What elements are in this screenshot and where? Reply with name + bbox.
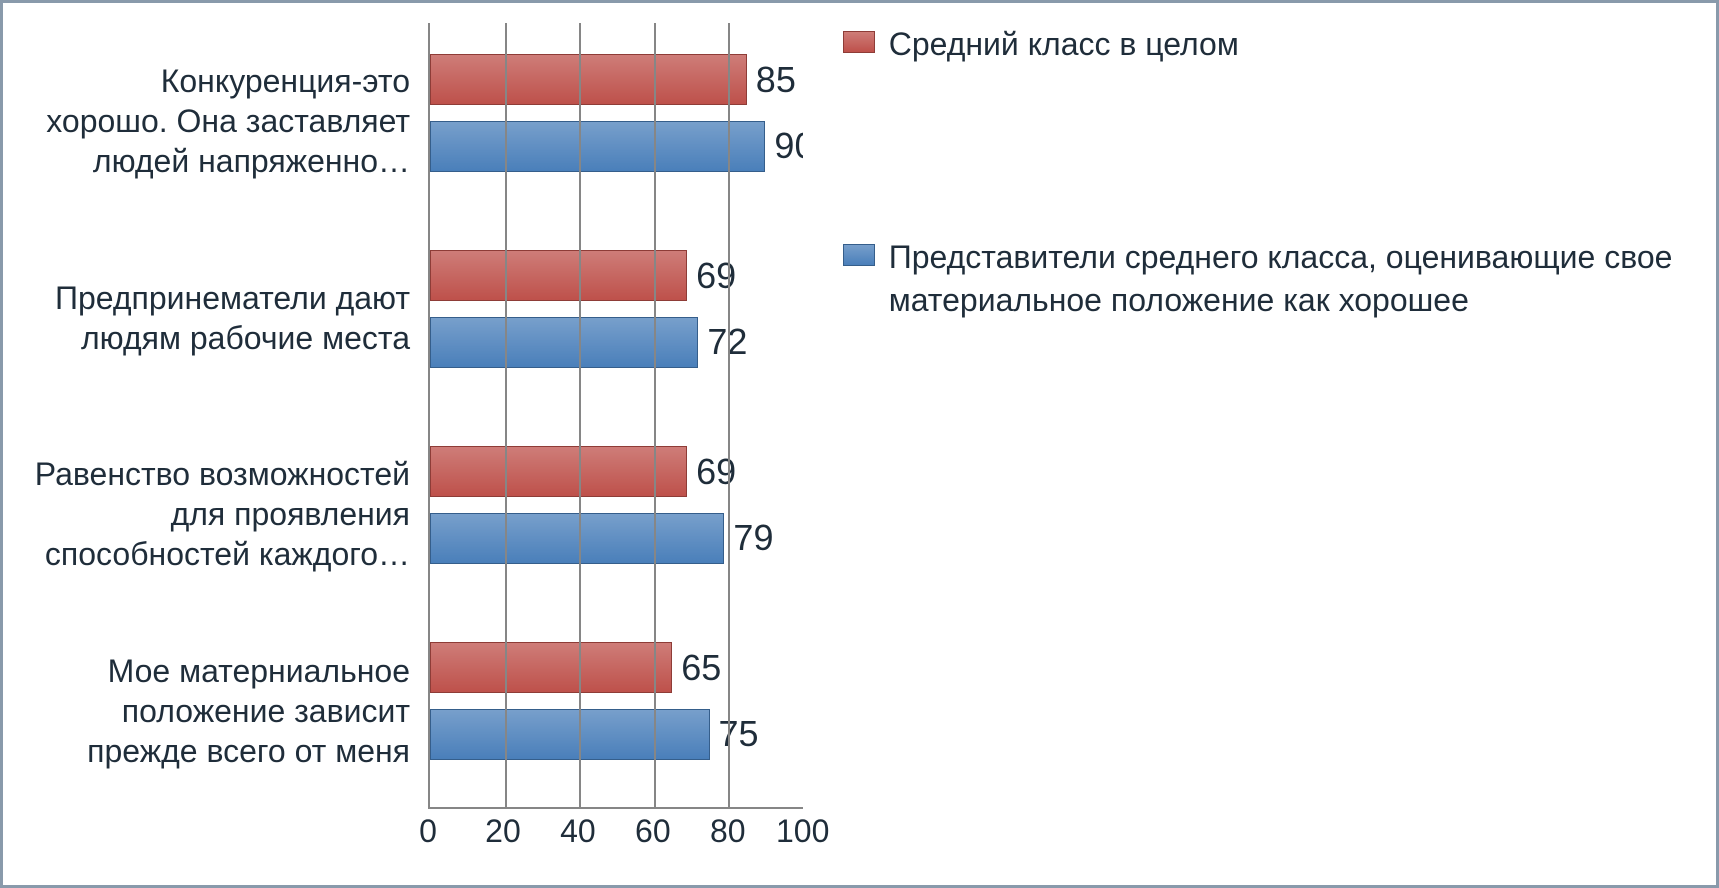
chart-left-column: Конкуренция-это хорошо. Она заставляет л…: [33, 23, 803, 865]
plot-row: Конкуренция-это хорошо. Она заставляет л…: [33, 23, 803, 809]
bar-series-good-material: 75: [430, 709, 710, 760]
category-label-text: Равенство возможностей для проявления сп…: [33, 454, 410, 574]
bar-value-label: 72: [697, 321, 747, 363]
category-label: Конкуренция-это хорошо. Она заставляет л…: [33, 23, 428, 220]
legend-label: Представители среднего класса, оценивающ…: [889, 236, 1686, 322]
bars-layer: 8590697269796575: [430, 23, 803, 807]
legend-swatch: [843, 31, 875, 53]
bar-group: 85 90: [430, 23, 803, 219]
x-axis-tick: 80: [710, 813, 746, 850]
category-label-text: Мое матерниальное положение зависит преж…: [33, 651, 410, 771]
x-axis: 020406080100: [428, 809, 803, 865]
bar-series-overall: 85: [430, 54, 747, 105]
x-axis-tick: 60: [635, 813, 671, 850]
legend-item: Представители среднего класса, оценивающ…: [843, 236, 1686, 322]
legend: Средний класс в целом Представители средн…: [803, 23, 1686, 865]
bar-series-overall: 65: [430, 642, 672, 693]
category-label-text: Конкуренция-это хорошо. Она заставляет л…: [33, 61, 410, 181]
category-label: Предпринематели дают людям рабочие места: [33, 220, 428, 417]
x-axis-row: 020406080100: [33, 809, 803, 865]
bar-series-good-material: 79: [430, 513, 724, 564]
category-labels: Конкуренция-это хорошо. Она заставляет л…: [33, 23, 428, 809]
bar-group: 6972: [430, 219, 803, 415]
x-axis-spacer: [33, 809, 428, 865]
gridline: [505, 23, 507, 807]
legend-item: Средний класс в целом: [843, 23, 1686, 66]
category-label: Равенство возможностей для проявления сп…: [33, 416, 428, 613]
bar-value-label: 90: [764, 125, 802, 167]
x-axis-tick: 20: [485, 813, 521, 850]
bar-series-good-material: 90: [430, 121, 765, 172]
bar-group: 69 79: [430, 415, 803, 611]
bar-group: 65 75: [430, 611, 803, 807]
category-label: Мое матерниальное положение зависит преж…: [33, 613, 428, 810]
gridline: [654, 23, 656, 807]
legend-label: Средний класс в целом: [889, 23, 1239, 66]
legend-swatch: [843, 244, 875, 266]
bar-value-label: 85: [746, 59, 796, 101]
bar-value-label: 65: [671, 647, 721, 689]
plot-area: 8590697269796575: [428, 23, 803, 809]
gridline: [579, 23, 581, 807]
category-label-text: Предпринематели дают людям рабочие места: [33, 278, 410, 358]
chart-frame: Конкуренция-это хорошо. Она заставляет л…: [0, 0, 1719, 888]
x-axis-tick: 0: [419, 813, 437, 850]
bar-series-good-material: 72: [430, 317, 698, 368]
bar-value-label: 75: [709, 713, 759, 755]
x-axis-tick: 40: [560, 813, 596, 850]
x-axis-tick: 100: [776, 813, 829, 850]
bar-series-overall: 69: [430, 446, 687, 497]
bar-value-label: 79: [723, 517, 773, 559]
gridline: [728, 23, 730, 807]
bar-series-overall: 69: [430, 250, 687, 301]
